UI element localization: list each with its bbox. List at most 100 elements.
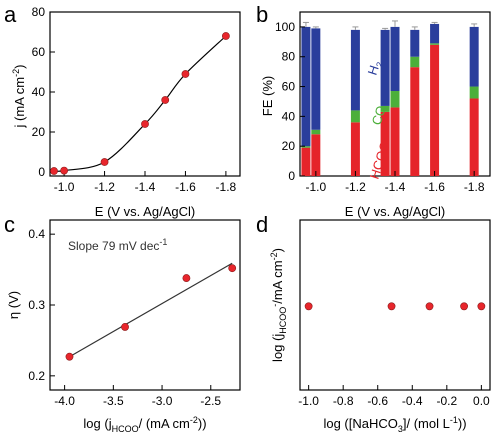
panel-b-xtick-label: -1.6 [424, 180, 445, 194]
panel-b-bars [301, 20, 479, 176]
panel-b-bar-co [311, 129, 321, 135]
panel-c-point [182, 274, 191, 282]
panel-c-xtick-label: -3.0 [152, 394, 173, 408]
panel-b-ytick-label: 0 [288, 169, 295, 183]
panel-b-bar-h2 [350, 29, 360, 111]
panel-d-point [387, 302, 396, 311]
panel-b-ticks: -1.0 -1.2 -1.4 -1.6 -1.8 0 20 40 60 80 100 [275, 20, 485, 194]
panel-d-xtick-label: -0.2 [436, 394, 457, 408]
panel-b-bar-h2 [301, 26, 311, 147]
panel-b-bar-hcoo [390, 107, 400, 176]
legend-h2: H2 [365, 59, 386, 78]
panel-b-ytick-label: 80 [282, 50, 296, 64]
panel-b-bar-co [410, 56, 420, 68]
panel-c-ylabel: η (V) [6, 291, 21, 319]
panel-b-bar-hcoo [301, 147, 311, 176]
panel-a-point [161, 96, 170, 104]
panel-d-point [477, 302, 486, 311]
panel-a-ylabel: j (mA cm-2) [11, 65, 27, 129]
panel-a-xtick-label: -1.8 [216, 180, 237, 194]
panel-b-bar-h2 [469, 26, 479, 87]
panel-b-plot: -1.0 -1.2 -1.4 -1.6 -1.8 0 20 40 60 80 100 E (V vs… [260, 11, 491, 219]
panel-a-point [50, 167, 58, 175]
panel-b-ytick-label: 20 [282, 139, 296, 153]
panel-b-ytick-label: 60 [282, 80, 296, 94]
panel-a-ytick-label: 0 [38, 165, 45, 179]
panel-a-xtick-label: -1.4 [135, 180, 156, 194]
panel-d-point [425, 302, 434, 311]
panel-c-fit-line [69, 262, 233, 358]
panel-a-points [50, 32, 230, 175]
panel-a-xlabel: E (V vs. Ag/AgCl) [95, 204, 195, 219]
panel-b-xlabel: E (V vs. Ag/AgCl) [345, 204, 445, 219]
panel-a-ytick-label: 40 [32, 85, 46, 99]
panel-d-point [460, 302, 468, 311]
panel-d-axes-frame [299, 219, 491, 391]
panel-b-ytick-label: 100 [275, 20, 295, 34]
panel-a-plot: -1.0 -1.2 -1.4 -1.6 -1.8 0 20 40 60 80 E (V vs. A… [11, 5, 241, 219]
panel-d-plot: -1.0 -0.8 -0.6 -0.4 -0.2 0.0 log ([NaHCO3]/ (… [269, 219, 491, 434]
panel-a-ytick-label: 80 [32, 5, 46, 19]
panel-b-bar-hcoo [410, 67, 420, 176]
panel-a-xtick-label: -1.2 [94, 180, 115, 194]
panel-b-xtick-label: -1.2 [345, 180, 366, 194]
panel-c-annotation: Slope 79 mV dec-1 [68, 237, 167, 253]
panel-b-bar-h2 [390, 26, 400, 92]
panel-b-bar-co [430, 43, 440, 45]
panel-a-axes-frame [49, 11, 241, 177]
panel-a-point [100, 158, 109, 166]
panel-c-plot: -4.0 -3.5 -3.0 -2.5 0.2 0.3 0.4 Slope 79 mV de… [6, 219, 241, 434]
panel-c-points [65, 264, 237, 361]
legend-hcoo: HCOO- [367, 136, 394, 181]
panel-b-bar-hcoo [430, 44, 440, 176]
panel-d-xtick-label: 0.0 [473, 394, 490, 408]
panel-b-bar-co [350, 110, 360, 123]
panel-c-xtick-label: -3.5 [103, 394, 124, 408]
panel-c-point [121, 323, 129, 331]
panel-c-ytick-label: 0.4 [28, 227, 45, 241]
panel-a-ytick-label: 20 [32, 125, 46, 139]
panel-b-bar-co [380, 105, 390, 112]
panel-b-bar-co [469, 86, 479, 99]
panel-label-b: b [256, 2, 268, 27]
panel-b-bar-hcoo [469, 98, 479, 176]
panel-b-bar-co [390, 91, 400, 108]
panel-a-xtick-label: -1.0 [54, 180, 75, 194]
panel-label-d: d [256, 212, 268, 237]
panel-a-point [221, 32, 230, 40]
panel-b-bar-h2 [430, 23, 440, 44]
panel-b-bar-h2 [311, 28, 321, 130]
panel-d-point [304, 302, 313, 311]
panel-c-ytick-label: 0.2 [28, 369, 45, 383]
panel-a-ytick-label: 60 [32, 45, 46, 59]
panel-d-xtick-label: -0.8 [333, 394, 354, 408]
panel-d-xlabel: log ([NaHCO3]/ (mol L-1)) [323, 415, 466, 434]
panel-d-points [304, 302, 486, 311]
panel-d-ylabel: log (jHCOO-/mA cm-2) [269, 248, 288, 362]
panel-b-bar-hcoo [350, 122, 360, 176]
panel-a-point [181, 70, 190, 78]
panel-a-ticks: -1.0 -1.2 -1.4 -1.6 -1.8 0 20 40 60 80 [32, 5, 237, 194]
panel-b-ytick-label: 40 [282, 109, 296, 123]
panel-b-bar-h2 [410, 29, 420, 57]
panel-d-ticks: -1.0 -0.8 -0.6 -0.4 -0.2 0.0 [298, 385, 490, 408]
panel-b-ylabel: FE (%) [260, 76, 275, 116]
panel-c-xlabel: log (jHCOO/ (mA cm-2)) [83, 415, 206, 434]
panel-d-xtick-label: -0.4 [402, 394, 423, 408]
panel-a-point [60, 166, 69, 175]
panel-c-xtick-label: -4.0 [54, 394, 75, 408]
panel-d-xtick-label: -0.6 [367, 394, 388, 408]
panel-b-xtick-label: -1.8 [464, 180, 485, 194]
panel-a-curve [53, 35, 227, 172]
panel-c-ytick-label: 0.3 [28, 298, 45, 312]
panel-b-bar-hcoo [380, 111, 390, 176]
panel-c-point [65, 352, 74, 361]
panel-b-bar-hcoo [311, 134, 321, 176]
panel-b-bar-co [301, 146, 311, 148]
panel-a-point [141, 120, 149, 128]
legend-co: CO [369, 104, 389, 127]
panel-c-xtick-label: -2.5 [200, 394, 221, 408]
panel-d-xtick-label: -1.0 [298, 394, 319, 408]
panel-b-xtick-label: -1.0 [305, 180, 326, 194]
